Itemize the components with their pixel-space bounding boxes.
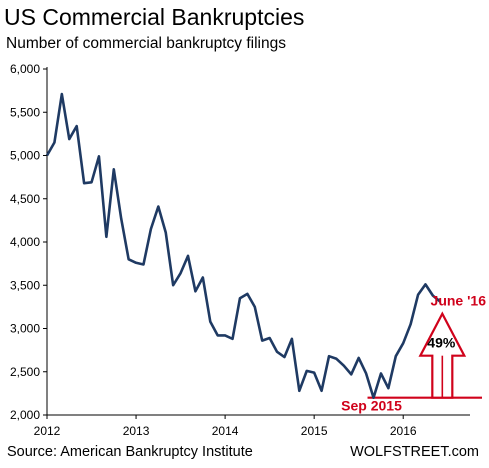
- annotation-labels: June '16 Sep 2015 49%: [341, 293, 486, 414]
- june-16-label: June '16: [431, 293, 487, 309]
- y-tick-label: 6,000: [10, 62, 40, 76]
- y-tick-label: 4,000: [10, 235, 40, 249]
- chart-subtitle: Number of commercial bankruptcy filings: [6, 35, 286, 52]
- annotations: [367, 311, 482, 399]
- x-tick-label: 2012: [34, 424, 61, 438]
- x-tick-label: 2015: [301, 424, 328, 438]
- sep-2015-label: Sep 2015: [341, 398, 402, 414]
- x-axis: 2012 2013 2014 2015 2016: [34, 414, 470, 438]
- y-tick-label: 3,500: [10, 278, 40, 292]
- y-tick-label: 5,500: [10, 105, 40, 119]
- y-tick-label: 4,500: [10, 192, 40, 206]
- y-tick-label: 3,000: [10, 322, 40, 336]
- source-note: Source: American Bankruptcy Institute: [7, 444, 253, 460]
- y-tick-label: 5,000: [10, 149, 40, 163]
- y-tick-label: 2,000: [10, 408, 40, 422]
- series-group: [45, 92, 442, 400]
- series-line: [45, 92, 442, 400]
- chart-title: US Commercial Bankruptcies: [4, 4, 305, 30]
- y-tick-label: 2,500: [10, 365, 40, 379]
- percent-change-label: 49%: [427, 335, 456, 351]
- y-axis: 2,000 2,500 3,000 3,500 4,000 4,500 5,000 5,500…: [10, 62, 48, 422]
- x-tick-label: 2013: [123, 424, 150, 438]
- x-tick-label: 2014: [212, 424, 239, 438]
- brand-label: WOLFSTREET.com: [350, 444, 479, 460]
- x-tick-label: 2016: [390, 424, 417, 438]
